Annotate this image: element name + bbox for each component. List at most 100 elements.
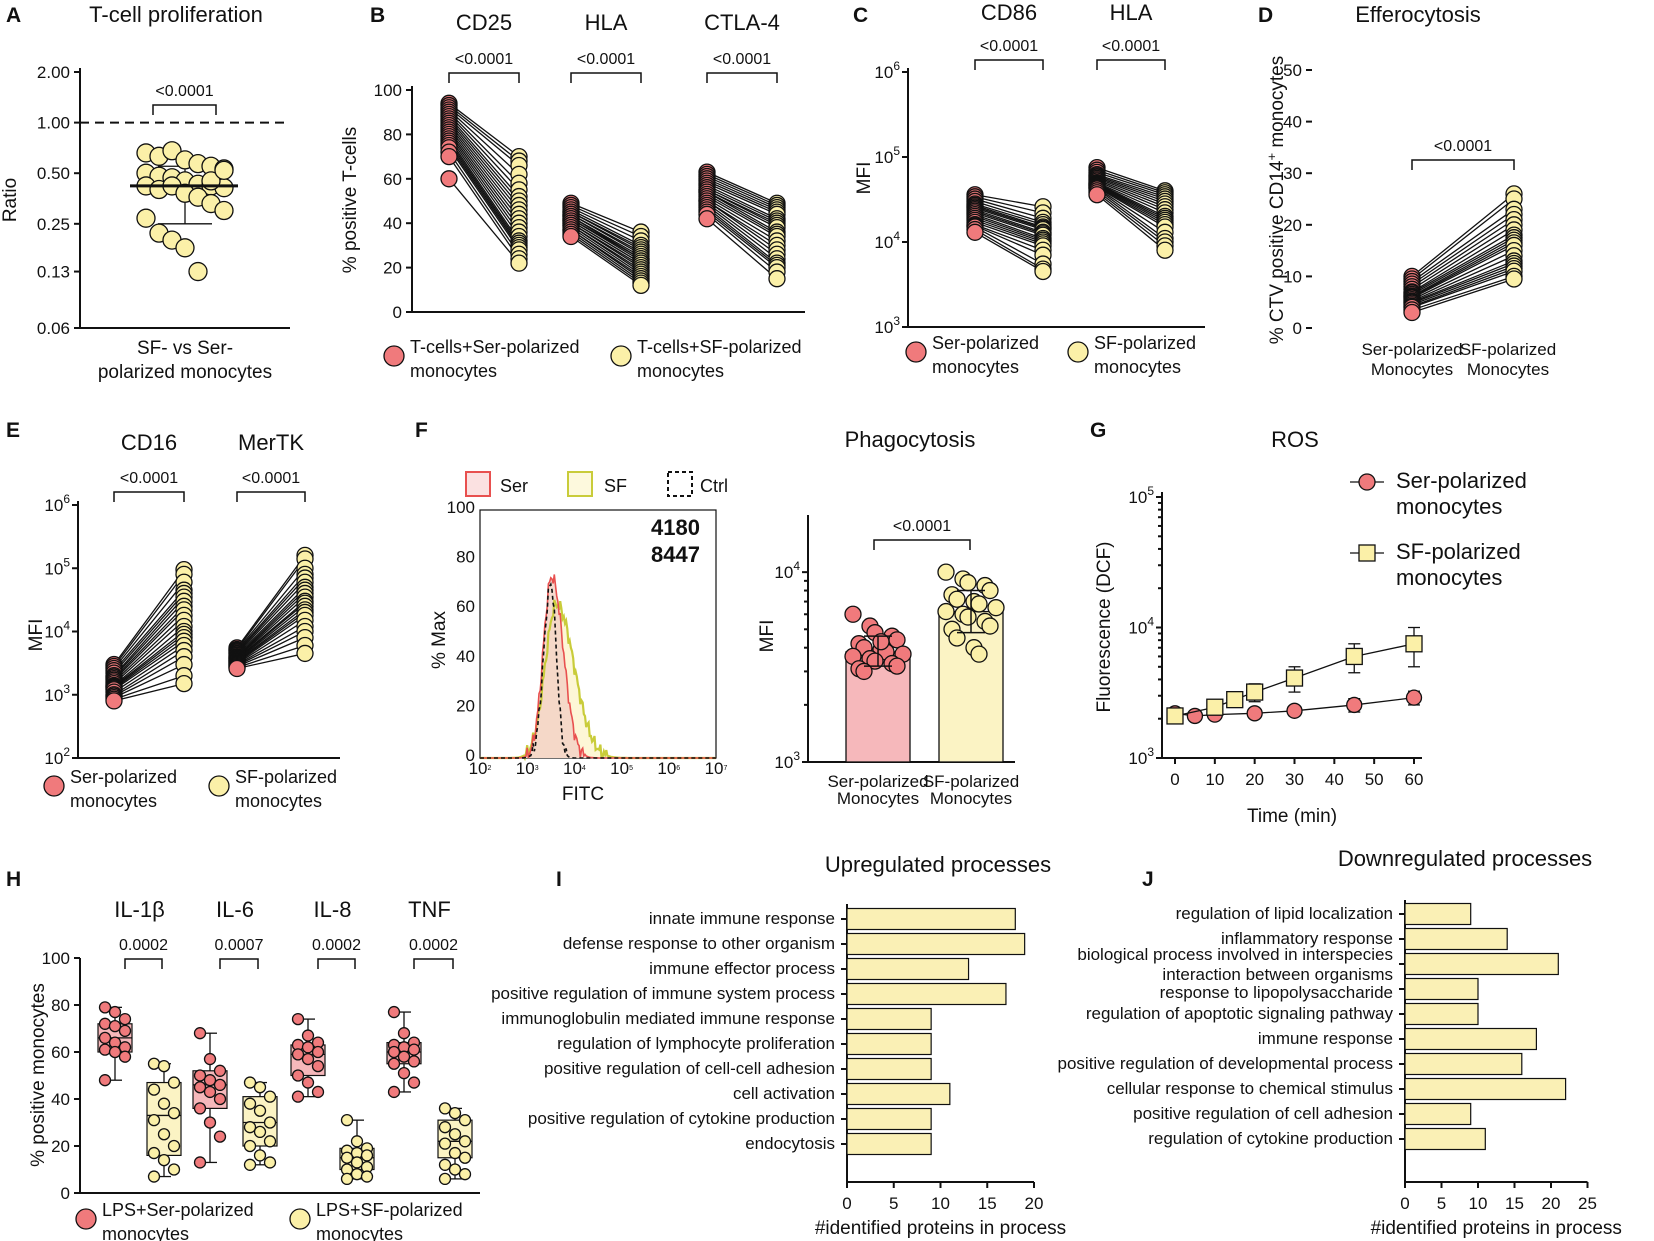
panel-b-sf-point	[632, 276, 650, 295]
panel-e-pair-line	[236, 637, 306, 668]
panel-h-sf-point	[243, 1121, 257, 1134]
panel-g-xtick-label: 50	[1365, 770, 1384, 789]
panel-h-sf-point	[360, 1170, 374, 1183]
panel-h-ser-point	[397, 1050, 411, 1063]
panel-h-ser-point	[397, 1067, 411, 1080]
panel-e-pvalue-bracket	[236, 491, 306, 502]
panel-h-sf-point	[147, 1057, 161, 1070]
panel-j-bar	[1404, 1102, 1472, 1126]
panel-f2-ser-point	[844, 605, 862, 623]
panel-b-pair-line	[448, 142, 520, 246]
panel-i-xtick-label: 5	[889, 1194, 898, 1213]
panel-d-ytick-label: 40	[1283, 113, 1302, 132]
panel-b-pvalue: <0.0001	[577, 51, 635, 68]
panel-h-ser-point	[387, 1085, 401, 1099]
panel-h-group-title: IL-1β	[114, 897, 165, 922]
panel-e-pair-line	[113, 581, 185, 669]
panel-a-point	[188, 261, 208, 282]
panel-f-xtick-label: 102	[469, 759, 492, 778]
panel-b-pair-line	[706, 193, 778, 235]
panel-d-ytick-label: 10	[1283, 267, 1302, 286]
panel-f-ytick-label: 0	[466, 746, 475, 765]
panel-c-pvalue: <0.0001	[1102, 38, 1160, 55]
panel-e-chart: 102 103 104 105 106 MFI CD16 <0.0001 MerTK <0.000…	[26, 430, 340, 811]
panel-e-pair-line	[113, 569, 185, 665]
panel-d-ytick-label: 30	[1283, 164, 1302, 183]
panel-i-bar	[846, 1082, 951, 1106]
panel-g-sf-point	[1226, 690, 1244, 709]
panel-g-legend-ser-marker	[1358, 473, 1376, 491]
panel-h-sf-point	[253, 1104, 267, 1117]
panel-h-sf-point	[243, 1158, 257, 1171]
panel-d-pair-line	[1411, 242, 1515, 298]
panel-j-bar	[1404, 927, 1508, 951]
panel-c-ytick-label: 105	[874, 144, 900, 167]
panel-b-pair-line	[448, 131, 520, 229]
panel-e-pair-line	[113, 614, 185, 683]
panel-g-xtick-label: 40	[1325, 770, 1344, 789]
panel-b-pair-line	[448, 113, 520, 191]
panel-h-ytick-label: 20	[51, 1137, 70, 1156]
panel-label-j: J	[1142, 868, 1154, 891]
panel-b-pair-line	[570, 209, 642, 246]
panel-e-pair-line	[113, 619, 185, 685]
panel-a-ytick-label: 2.00	[37, 63, 70, 82]
panel-e-pair-line	[236, 644, 306, 669]
panel-h-ytick-label: 60	[51, 1043, 70, 1062]
panel-e-pair-line	[113, 600, 185, 678]
panel-j-category-label: positive regulation of developmental pro…	[1058, 1054, 1393, 1073]
panel-j-category-label: cellular response to chemical stimulus	[1107, 1079, 1393, 1098]
panel-b-pair-line	[448, 178, 520, 264]
panel-b-pvalue: <0.0001	[713, 51, 771, 68]
panel-f2-ser-point	[866, 652, 884, 670]
panel-h-legend-ser-label: LPS+Ser-polarized	[102, 1200, 254, 1220]
panel-e-pair-line	[113, 656, 185, 697]
panel-d-xtick-label: SF-polarized	[1460, 340, 1556, 359]
panel-g-legend-sf-label: SF-polarized	[1396, 539, 1521, 564]
panel-c-pair-line	[974, 225, 1044, 256]
panel-f2-xtick-label: Monocytes	[930, 789, 1012, 808]
panel-j-xlabel: #identified proteins in process	[1371, 1218, 1622, 1239]
panel-h-ser-point	[98, 1001, 112, 1014]
panel-d-ytick-label: 20	[1283, 216, 1302, 235]
panel-d-title: Efferocytosis	[1355, 2, 1481, 27]
panel-a-pvalue-bracket	[152, 104, 217, 115]
panel-b-pair-line	[570, 233, 642, 284]
panel-e-sf-point	[175, 674, 193, 693]
panel-g-xtick-label: 30	[1285, 770, 1304, 789]
panel-e-pair-line	[113, 649, 185, 696]
panel-i-xlabel: #identified proteins in process	[815, 1218, 1066, 1239]
panel-e-group-title: CD16	[121, 430, 177, 455]
panel-h-sf-point	[253, 1125, 267, 1139]
panel-c-sf-point	[1034, 262, 1052, 281]
panel-j-bar	[1404, 1127, 1486, 1151]
panel-e-group-title: MerTK	[238, 430, 304, 455]
panel-e-ser-point	[228, 659, 246, 678]
panel-d-pair-line	[1411, 262, 1515, 304]
panel-e-legend-ser-marker	[43, 775, 65, 797]
panel-f2-xtick-label: Ser-polarized	[827, 772, 928, 791]
panel-h-ser-point	[311, 1045, 325, 1059]
panel-h-ser-point	[407, 1043, 421, 1056]
panel-e-pair-line	[113, 633, 185, 689]
panel-i-category-label: defense response to other organism	[563, 934, 835, 953]
panel-h-sf-point	[243, 1097, 257, 1110]
panel-h-pvalue: 0.0002	[312, 937, 361, 954]
panel-e-axes	[77, 501, 340, 759]
panel-f2-sf-point	[970, 645, 988, 663]
panel-h-sf-point	[340, 1114, 354, 1127]
panel-i-category-label: immunoglobulin mediated immune response	[501, 1009, 835, 1028]
panel-h-ser-point	[118, 1024, 132, 1037]
panel-b-pair-line	[448, 125, 520, 215]
panel-i-category-label: regulation of lymphocyte proliferation	[557, 1034, 835, 1053]
panel-g-sf-point	[1345, 647, 1363, 666]
panel-c-pair-line	[974, 215, 1044, 241]
panel-g-xtick-label: 20	[1245, 770, 1264, 789]
panel-h-pvalue: 0.0007	[215, 937, 264, 954]
panel-f-sf-mfi: 8447	[651, 542, 700, 567]
panel-e-pair-line	[113, 640, 185, 691]
panel-h-ser-point	[98, 1043, 112, 1056]
panel-j-bar	[1404, 902, 1472, 926]
panel-h-ser-point	[213, 1078, 227, 1092]
panel-i-category-label: innate immune response	[649, 909, 835, 928]
